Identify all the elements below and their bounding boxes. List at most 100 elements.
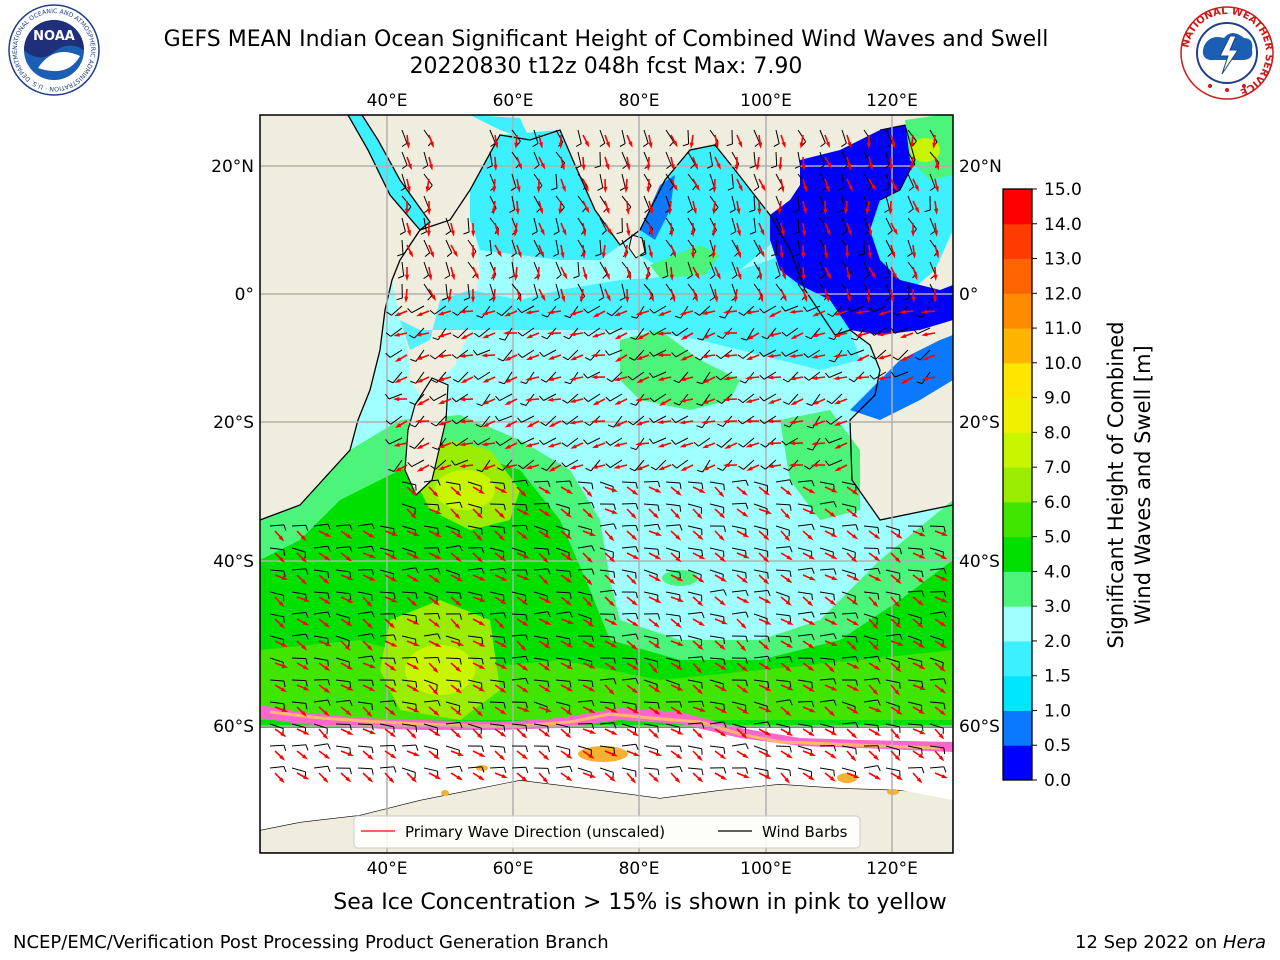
wind-barb (929, 611, 944, 615)
wave-arrow-head (460, 378, 467, 384)
wave-arrow-head (784, 513, 791, 520)
wind-barb-flag (349, 724, 352, 731)
wind-barb (643, 569, 658, 576)
wind-barb (775, 767, 790, 771)
wind-barb (291, 591, 306, 595)
wave-arrow-head (875, 708, 882, 713)
noaa-logo: NATIONAL OCEANIC AND ATMOSPHERIC ADMINIS… (8, 4, 100, 96)
wind-barb (445, 765, 460, 769)
wind-barb-flag (877, 699, 881, 706)
wave-arrow-head (391, 531, 399, 536)
wind-barb-flag (740, 337, 748, 341)
wave-arrow-head (675, 556, 682, 563)
wind-barb-flag (599, 142, 606, 148)
wind-barb (599, 767, 614, 773)
wind-barb (533, 635, 548, 640)
wave-arrow-head (657, 443, 665, 448)
wave-arrow-head (698, 621, 706, 627)
wave-arrow-head (653, 776, 660, 783)
wind-barb-flag (498, 381, 505, 385)
wind-barb-flag (914, 356, 921, 361)
wave-arrow-head (787, 686, 794, 691)
wave-arrow-head (827, 162, 832, 170)
wave-arrow-head (657, 376, 664, 381)
wind-barb (533, 701, 548, 708)
wave-arrow-head (589, 729, 597, 734)
wave-arrow-head (655, 598, 662, 603)
wind-barb-flag (781, 351, 786, 357)
wave-arrow-head (807, 600, 814, 607)
wave-arrow-head (478, 775, 485, 781)
colorbar-tick-label: 2.0 (1044, 632, 1071, 652)
wave-arrow-head (477, 513, 483, 519)
wave-arrow-head (561, 185, 566, 193)
wave-arrow-head (677, 730, 684, 735)
wind-barb-flag (635, 633, 639, 640)
wave-arrow-head (831, 576, 838, 581)
wave-arrow-head (712, 208, 717, 215)
wave-arrow-head (874, 665, 881, 671)
wind-barb-flag (520, 381, 527, 385)
wind-barb-flag (539, 395, 544, 401)
colorbar-swatch (1003, 710, 1032, 746)
wave-arrow-head (649, 230, 653, 237)
wave-arrow-head (657, 420, 664, 424)
wave-arrow-head (851, 732, 858, 739)
wind-barb (489, 481, 504, 484)
colorbar-swatch (1003, 189, 1032, 225)
wind-barb-flag (838, 187, 845, 191)
wind-barb-flag (701, 769, 704, 776)
wind-barb (269, 635, 284, 640)
wave-arrow-head (455, 490, 462, 497)
wind-barb (489, 635, 504, 638)
wind-barb (401, 129, 408, 144)
wind-barb-flag (371, 523, 375, 530)
wind-barb-flag (437, 479, 441, 486)
wave-arrow-head (763, 644, 770, 651)
wind-barb (907, 745, 922, 750)
wave-arrow-head (846, 274, 851, 281)
wind-barb (819, 525, 834, 530)
wind-barb (445, 591, 461, 594)
wind-barb-flag (535, 252, 541, 257)
wind-barb-flag (476, 315, 483, 319)
wind-barb-flag (657, 769, 660, 776)
wave-arrow-head (300, 535, 307, 542)
wave-arrow-head (591, 375, 598, 380)
wave-arrow-head (614, 334, 621, 340)
wave-arrow-head (540, 163, 546, 170)
wave-arrow-head (829, 776, 836, 782)
wave-arrow-head (454, 513, 461, 520)
wind-barb-flag (789, 615, 792, 622)
wind-barb (831, 393, 843, 405)
wave-arrow-head (823, 208, 828, 215)
wave-arrow-head (324, 599, 331, 605)
wind-barb (357, 523, 372, 527)
wind-barb-flag (729, 209, 736, 213)
wind-barb-flag (687, 274, 693, 280)
wave-arrow-head (741, 490, 748, 496)
wind-barb (533, 151, 540, 166)
wind-barb (555, 173, 558, 189)
footer-branch: NCEP/EMC/Verification Post Processing Pr… (13, 932, 609, 953)
wind-barb-flag (371, 703, 373, 711)
wave-arrow-head (566, 577, 573, 584)
wind-barb (775, 261, 781, 276)
wave-arrow-head (412, 664, 420, 670)
wave-arrow-head (544, 687, 551, 693)
wave-arrow-head (811, 376, 818, 380)
wind-barb (577, 261, 580, 277)
wave-arrow-head (613, 442, 620, 447)
wave-arrow-head (789, 376, 796, 381)
wind-barb (621, 723, 636, 729)
wave-arrow-head (479, 642, 486, 647)
wind-barb-flag (601, 230, 607, 235)
wave-arrow-head (896, 533, 903, 539)
wind-barb-flag (827, 313, 833, 317)
wind-barb (929, 745, 944, 749)
wind-barb (863, 567, 878, 571)
wind-barb-flag (767, 636, 770, 643)
wave-arrow-head (676, 709, 683, 715)
wind-barb (499, 437, 513, 446)
wind-barb-flag (556, 274, 562, 279)
